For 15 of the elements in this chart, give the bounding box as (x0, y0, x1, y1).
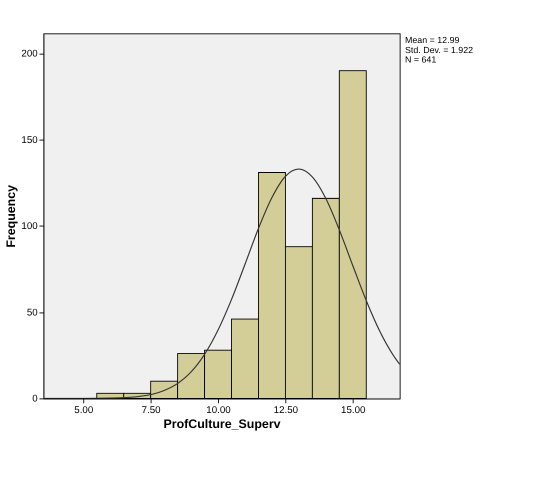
x-axis-title: ProfCulture_Superv (163, 417, 281, 432)
x-tick-label: 7.50 (142, 405, 162, 416)
x-tick-label: 5.00 (74, 405, 94, 416)
x-tick-label: 12.50 (274, 405, 299, 416)
text: N = 641 (405, 54, 436, 65)
text: Mean = 12.99 (405, 35, 460, 46)
x-tick-label: 15.00 (341, 405, 366, 416)
y-tick-label: 200 (21, 48, 38, 60)
y-tick-label: 150 (21, 134, 38, 146)
text: Std. Dev. = 1.922 (405, 44, 474, 55)
x-tick-label: 10.00 (206, 405, 232, 416)
y-axis-title: Frequency (4, 184, 18, 248)
y-tick-label: 100 (21, 221, 38, 232)
y-tick-label: 0 (32, 394, 38, 405)
y-tick-label: 50 (26, 307, 38, 318)
